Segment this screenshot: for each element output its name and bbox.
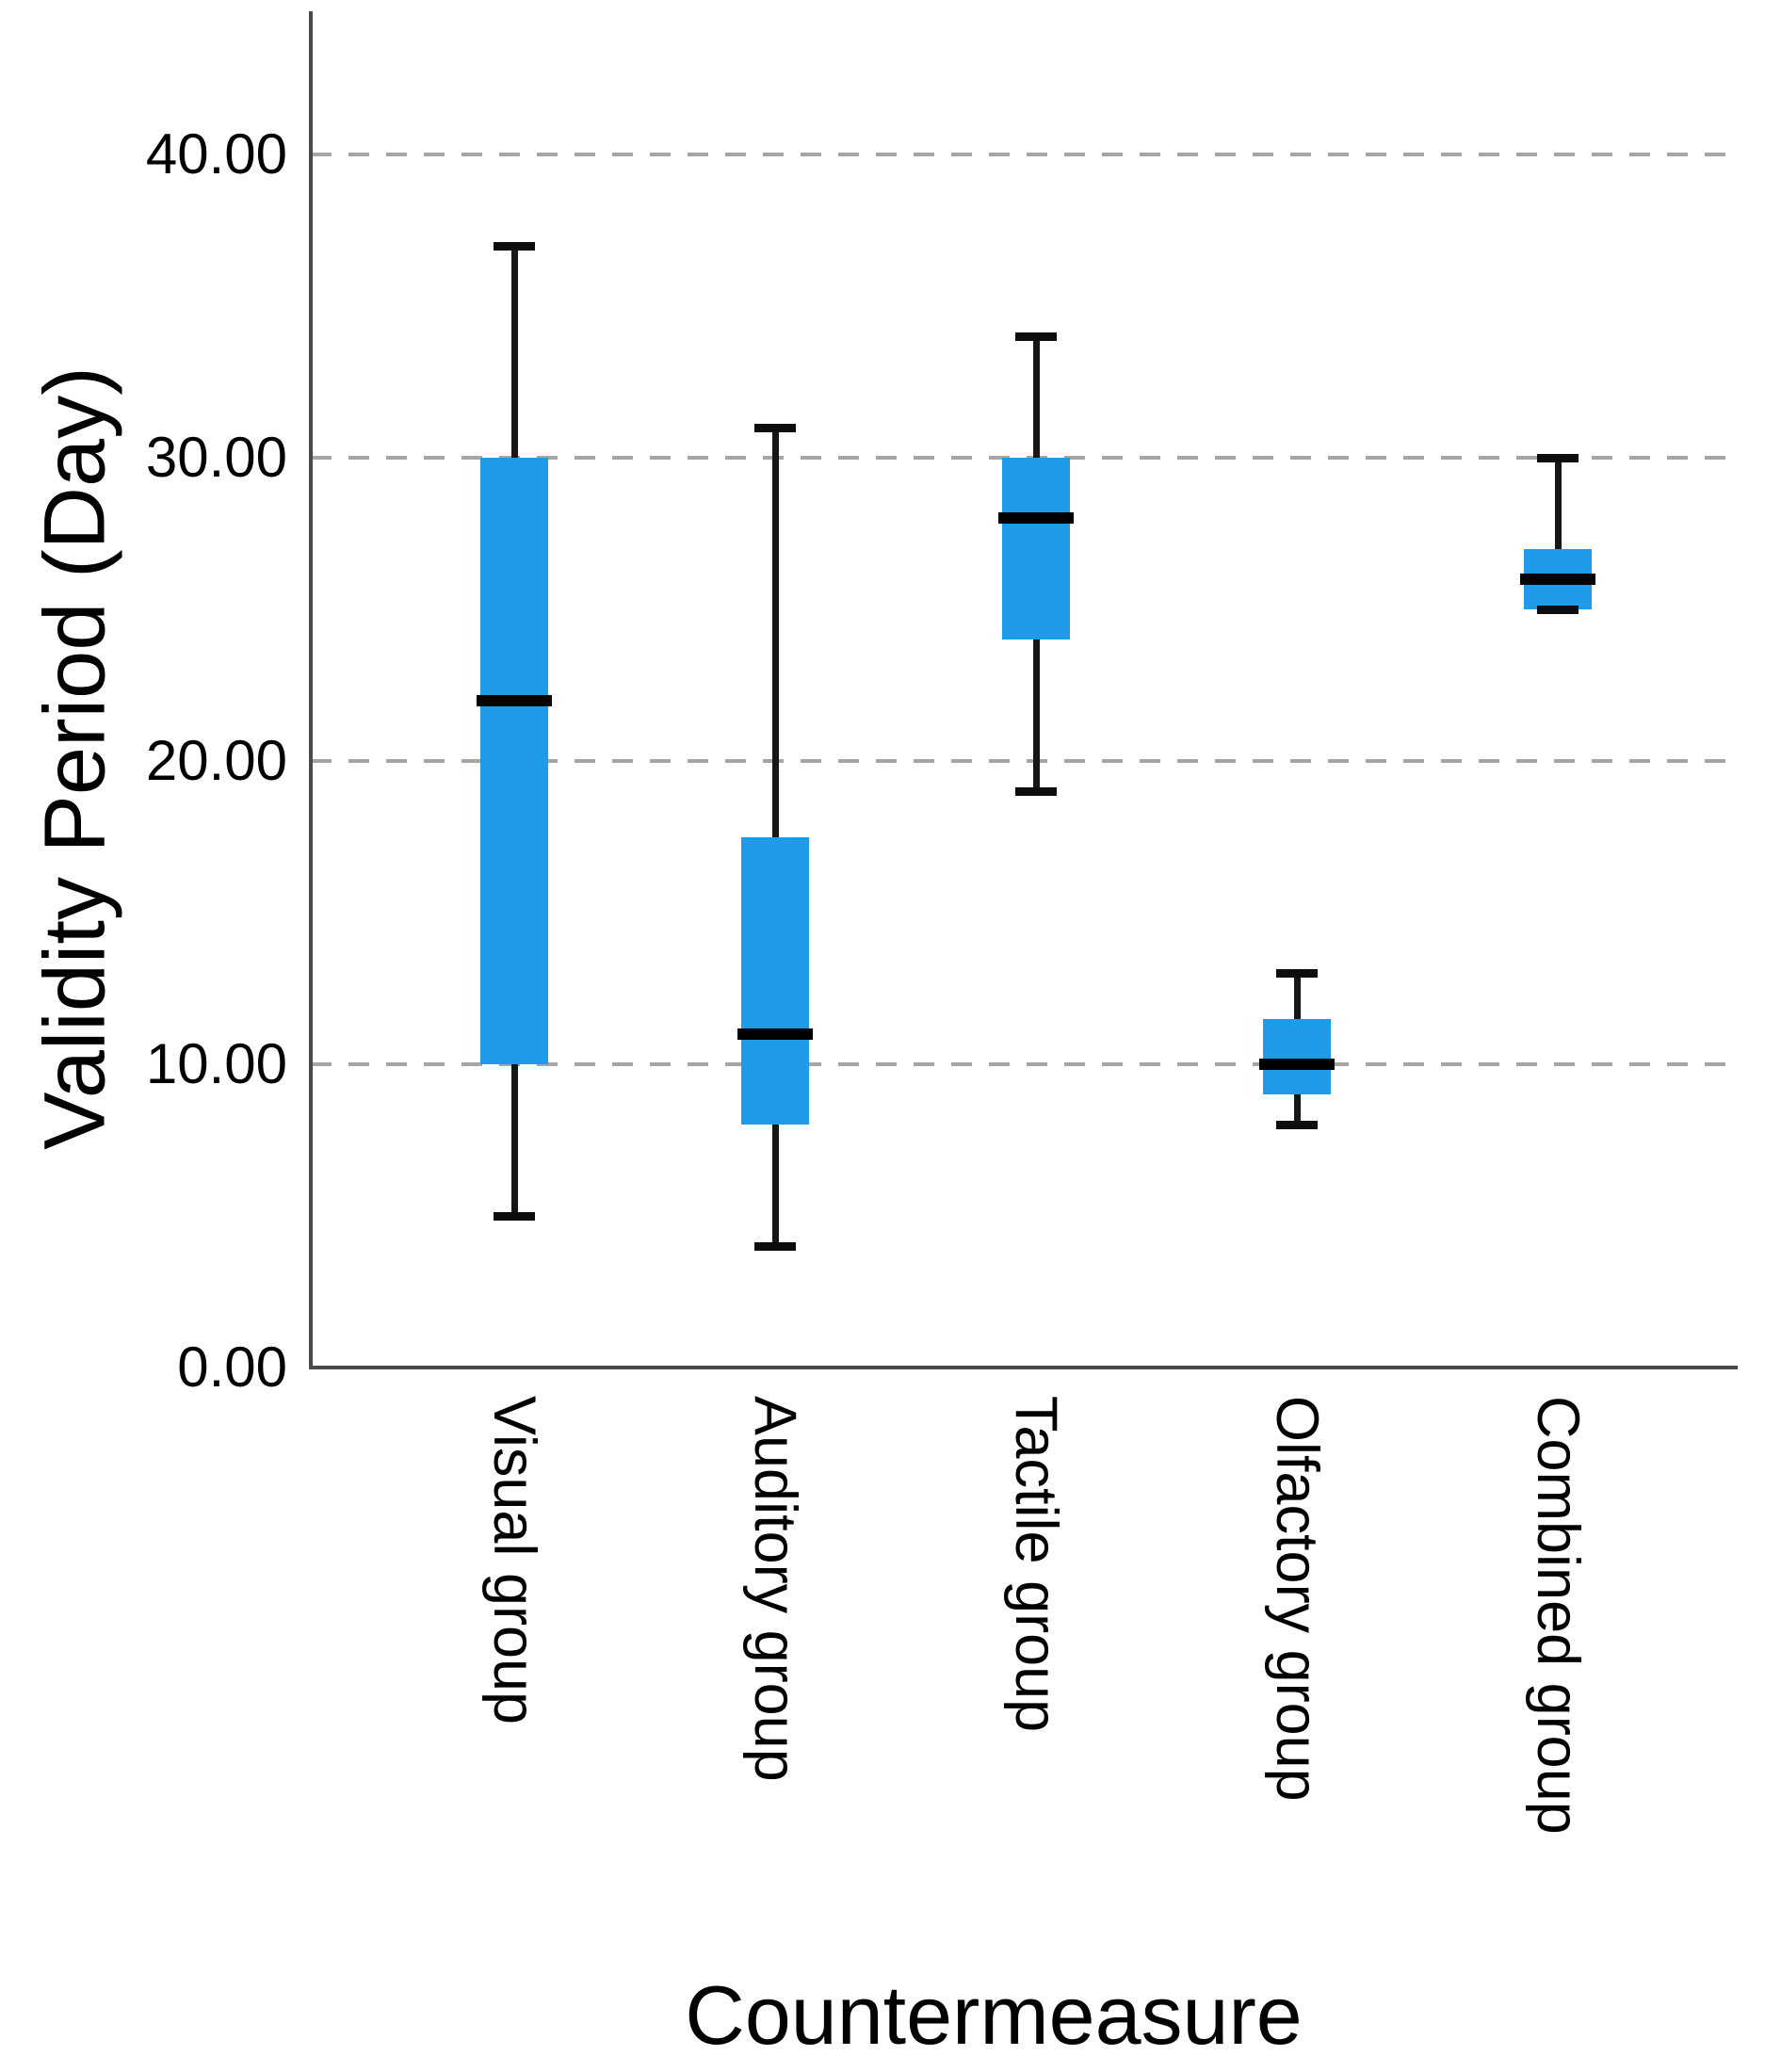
whisker-cap-max-tactile-group [1015,332,1057,342]
whisker-cap-min-visual-group [494,1212,535,1221]
box-tactile-group [1002,458,1070,640]
whisker-cap-min-olfactory-group [1276,1121,1318,1130]
x-tick-label-tactile-group: Tactile group [1003,1396,1069,1733]
x-tick-label-auditory-group: Auditory group [742,1396,808,1782]
whisker-cap-max-visual-group [494,241,535,251]
median-combined-group [1520,573,1595,585]
whisker-line-auditory-group [772,427,779,1247]
x-axis-line [309,1366,1738,1369]
y-tick-label: 40.00 [145,122,287,186]
gridline-20.00 [311,759,1738,763]
median-auditory-group [737,1028,813,1040]
gridline-10.00 [311,1062,1738,1066]
x-tick-label-combined-group: Combined group [1525,1396,1591,1835]
x-axis-title: Countermeasure [685,1968,1303,2062]
whisker-cap-max-auditory-group [754,423,796,432]
median-tactile-group [998,512,1074,525]
y-tick-label: 20.00 [145,729,287,792]
median-olfactory-group [1259,1059,1335,1070]
box-visual-group [480,458,548,1064]
whisker-cap-min-tactile-group [1015,787,1057,797]
y-tick-label: 30.00 [145,426,287,489]
box-auditory-group [741,836,809,1125]
y-tick-label: 0.00 [177,1335,287,1399]
whisker-cap-max-olfactory-group [1276,969,1318,979]
whisker-cap-min-combined-group [1537,606,1579,614]
gridline-40.00 [311,153,1738,156]
box-olfactory-group [1263,1018,1331,1095]
whisker-line-combined-group [1555,458,1562,609]
whisker-cap-min-auditory-group [754,1242,796,1252]
x-tick-label-olfactory-group: Olfactory group [1264,1396,1330,1802]
y-tick-label: 10.00 [145,1032,287,1095]
y-axis-line [309,11,313,1369]
whisker-cap-max-combined-group [1537,454,1579,462]
median-visual-group [477,694,552,706]
x-tick-label-visual-group: Visual group [481,1396,547,1725]
